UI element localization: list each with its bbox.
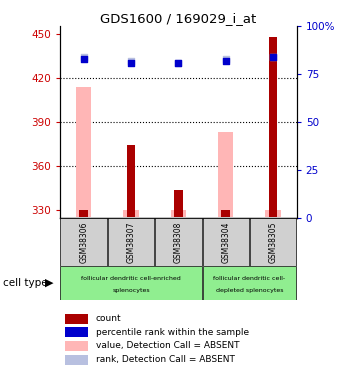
Bar bbox=[65, 327, 88, 338]
Point bbox=[176, 60, 181, 66]
Point bbox=[176, 60, 181, 66]
Bar bbox=[171, 210, 186, 218]
Text: follicular dendritic cell-enriched: follicular dendritic cell-enriched bbox=[81, 276, 181, 280]
Point bbox=[270, 54, 276, 60]
Bar bbox=[202, 266, 296, 300]
Bar bbox=[108, 217, 154, 266]
Bar bbox=[218, 132, 233, 218]
Text: value, Detection Call = ABSENT: value, Detection Call = ABSENT bbox=[95, 341, 239, 350]
Point bbox=[128, 60, 134, 66]
Text: GSM38306: GSM38306 bbox=[79, 221, 88, 262]
Bar bbox=[127, 146, 135, 218]
Text: GSM38304: GSM38304 bbox=[221, 221, 230, 262]
Text: rank, Detection Call = ABSENT: rank, Detection Call = ABSENT bbox=[95, 355, 234, 364]
Text: GSM38305: GSM38305 bbox=[269, 221, 277, 262]
Bar bbox=[80, 210, 88, 218]
Bar bbox=[174, 189, 182, 217]
Point bbox=[270, 54, 276, 60]
Bar bbox=[222, 210, 230, 218]
Bar bbox=[202, 217, 249, 266]
Text: count: count bbox=[95, 315, 121, 324]
Point bbox=[128, 58, 134, 64]
Bar bbox=[250, 217, 296, 266]
Text: percentile rank within the sample: percentile rank within the sample bbox=[95, 328, 249, 337]
Text: GSM38308: GSM38308 bbox=[174, 221, 183, 262]
Point bbox=[81, 54, 86, 60]
Text: depleted splenocytes: depleted splenocytes bbox=[216, 288, 283, 293]
Text: GSM38307: GSM38307 bbox=[127, 221, 135, 262]
Bar bbox=[155, 217, 202, 266]
Bar bbox=[265, 210, 281, 218]
Title: GDS1600 / 169029_i_at: GDS1600 / 169029_i_at bbox=[100, 12, 257, 25]
Bar bbox=[269, 36, 277, 218]
Text: cell type: cell type bbox=[3, 278, 48, 288]
Bar bbox=[76, 87, 91, 218]
Bar bbox=[60, 266, 202, 300]
Bar bbox=[65, 340, 88, 351]
Bar bbox=[123, 210, 139, 218]
Point bbox=[223, 56, 228, 62]
Point bbox=[223, 58, 228, 64]
Bar bbox=[65, 355, 88, 365]
Bar bbox=[60, 217, 107, 266]
Text: splenocytes: splenocytes bbox=[112, 288, 150, 293]
Text: follicular dendritic cell-: follicular dendritic cell- bbox=[213, 276, 285, 280]
Text: ▶: ▶ bbox=[45, 278, 53, 288]
Bar bbox=[65, 314, 88, 324]
Point bbox=[81, 56, 86, 62]
